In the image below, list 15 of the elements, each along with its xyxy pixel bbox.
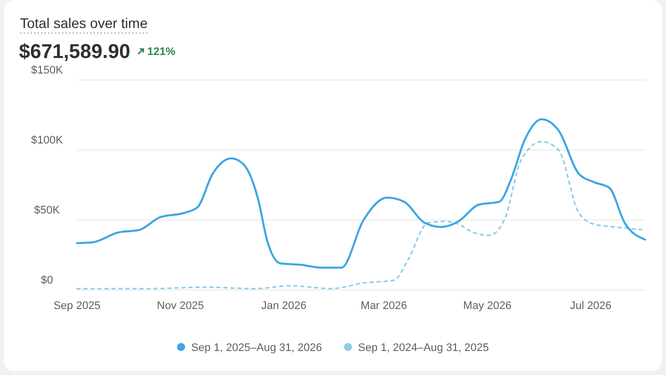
x-tick-label: May 2026 xyxy=(463,300,512,312)
legend-label: Sep 1, 2024–Aug 31, 2025 xyxy=(358,342,489,354)
y-tick-label: $50K xyxy=(34,204,60,216)
x-tick-label: Jan 2026 xyxy=(261,300,306,312)
y-tick-label: $150K xyxy=(31,64,64,76)
legend-label: Sep 1, 2025–Aug 31, 2026 xyxy=(191,342,322,354)
x-tick-label: Sep 2025 xyxy=(53,300,101,312)
chart-subtitle: $671,589.90 xyxy=(19,41,130,63)
y-tick-label: $100K xyxy=(31,134,64,146)
x-tick-label: Nov 2025 xyxy=(156,300,204,312)
x-tick-label: Jul 2026 xyxy=(570,300,612,312)
chart-title: Total sales over time xyxy=(20,15,148,31)
text: 121% xyxy=(147,46,176,58)
y-tick-label: $0 xyxy=(40,274,54,286)
x-tick-label: Mar 2026 xyxy=(360,300,408,312)
